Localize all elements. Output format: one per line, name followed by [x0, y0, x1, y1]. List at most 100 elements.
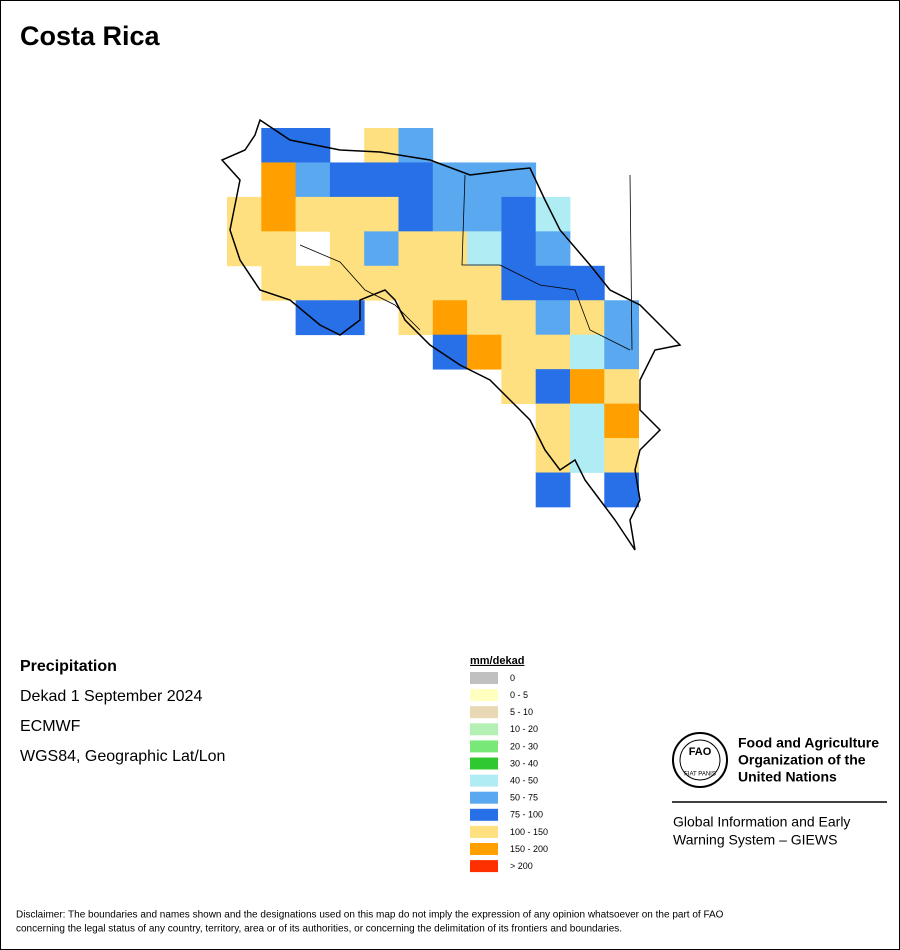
- grid-cell: [364, 162, 399, 198]
- grid-cell: [535, 231, 571, 267]
- grid-cell: [329, 196, 365, 232]
- info-variable: Precipitation: [20, 658, 117, 675]
- grid-cell: [535, 300, 571, 336]
- legend-swatch: [470, 791, 498, 804]
- grid-cell: [295, 196, 331, 232]
- legend-swatch: [470, 757, 498, 770]
- grid-cell: [432, 196, 468, 232]
- grid-cell: [501, 265, 537, 301]
- legend-label: 50 - 75: [510, 793, 538, 803]
- legend-label: 100 - 150: [510, 827, 548, 837]
- logo-mark: FAO: [689, 746, 712, 758]
- legend-swatch: [470, 672, 498, 684]
- province-boundary: [461, 174, 631, 351]
- grid-cell: [432, 300, 468, 336]
- grid-cell: [501, 369, 537, 404]
- grid-layer: [227, 128, 639, 508]
- legend-swatch: [470, 860, 498, 873]
- grid-cell: [432, 231, 468, 267]
- legend-swatch: [470, 774, 498, 787]
- grid-cell: [329, 231, 365, 267]
- logo-inner: [679, 739, 721, 781]
- logo-motto: FIAT PANIS: [684, 772, 716, 778]
- grid-cell: [364, 265, 399, 301]
- grid-cell: [261, 265, 296, 301]
- grid-cell: [535, 265, 571, 301]
- grid-cell: [295, 128, 331, 163]
- grid-cell: [604, 334, 639, 370]
- grid-cell: [261, 128, 296, 163]
- grid-cell: [227, 196, 262, 232]
- grid-cell: [398, 162, 434, 198]
- info-projection: WGS84, Geographic Lat/Lon: [20, 748, 225, 765]
- grid-cell: [604, 403, 639, 439]
- legend-swatch: [470, 706, 498, 719]
- grid-cell: [398, 231, 434, 267]
- grid-cell: [535, 403, 571, 439]
- grid-cell: [398, 265, 434, 301]
- legend-label: 0: [510, 673, 515, 683]
- org-name: United Nations: [738, 769, 837, 785]
- grid-cell: [570, 334, 605, 370]
- disclaimer: concerning the legal status of any count…: [16, 924, 622, 935]
- grid-cell: [261, 162, 296, 198]
- grid-cell: [501, 162, 537, 198]
- logo-ring: [672, 732, 728, 788]
- grid-cell: [604, 300, 639, 336]
- grid-cell: [467, 196, 502, 232]
- legend-label: 10 - 20: [510, 724, 538, 734]
- info-period: Dekad 1 September 2024: [20, 688, 202, 705]
- grid-cell: [467, 231, 502, 267]
- info-source: ECMWF: [20, 718, 81, 735]
- legend: 0 0 - 5 5 - 10 10 - 20 20 - 30 30 - 40 40 - 50…: [470, 672, 548, 873]
- grid-cell: [501, 231, 537, 267]
- disclaimer: Disclaimer: The boundaries and names sho…: [16, 910, 724, 921]
- legend-swatch: [470, 723, 498, 736]
- grid-cell: [432, 334, 468, 370]
- grid-cell: [398, 196, 434, 232]
- country-outline: [220, 118, 682, 551]
- grid-cell: [329, 162, 365, 198]
- legend-label: 150 - 200: [510, 844, 548, 854]
- province-boundary: [629, 174, 633, 351]
- legend-label: 20 - 30: [510, 741, 538, 751]
- grid-cell: [535, 334, 571, 370]
- legend-title: mm/dekad: [470, 655, 524, 667]
- grid-cell: [570, 300, 605, 336]
- grid-cell: [604, 438, 639, 473]
- grid-cell: [261, 196, 296, 232]
- grid-cell: [467, 162, 502, 198]
- grid-cell: [467, 334, 502, 370]
- grid-cell: [570, 438, 605, 473]
- grid-cell: [261, 231, 296, 267]
- grid-cell: [364, 231, 399, 267]
- legend-swatch: [470, 808, 498, 821]
- grid-cell: [570, 403, 605, 439]
- map-title: Costa Rica: [20, 21, 161, 51]
- grid-cell: [295, 162, 331, 198]
- legend-label: > 200: [510, 861, 533, 871]
- grid-cell: [295, 300, 331, 336]
- legend-label: 75 - 100: [510, 810, 543, 820]
- grid-cell: [570, 369, 605, 404]
- grid-cell: [604, 472, 639, 508]
- grid-cell: [570, 265, 605, 301]
- legend-swatch: [470, 689, 498, 702]
- grid-cell: [501, 334, 537, 370]
- grid-cell: [295, 265, 331, 301]
- grid-cell: [604, 369, 639, 404]
- legend-label: 0 - 5: [510, 690, 528, 700]
- grid-cell: [364, 128, 399, 163]
- legend-swatch: [470, 843, 498, 855]
- grid-cell: [535, 196, 571, 232]
- province-boundary: [299, 244, 421, 331]
- grid-cell: [467, 265, 502, 301]
- legend-label: 5 - 10: [510, 707, 533, 717]
- legend-label: 30 - 40: [510, 758, 538, 768]
- org-name: Food and Agriculture: [738, 735, 879, 751]
- grid-cell: [432, 265, 468, 301]
- system-name: Warning System – GIEWS: [673, 832, 837, 848]
- grid-cell: [501, 196, 537, 232]
- legend-label: 40 - 50: [510, 775, 538, 785]
